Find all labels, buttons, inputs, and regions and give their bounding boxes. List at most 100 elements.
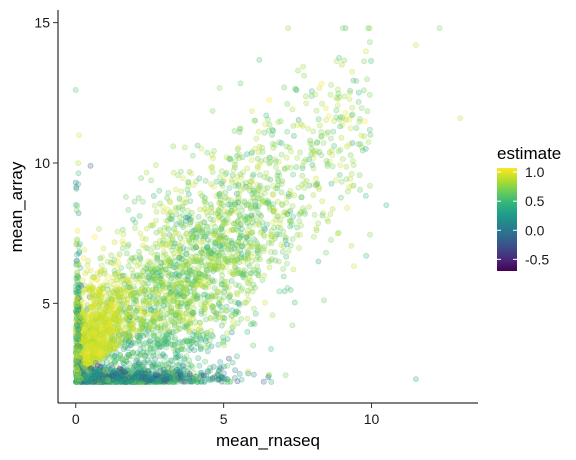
data-point	[136, 275, 143, 282]
data-point	[338, 134, 345, 141]
data-point	[316, 85, 323, 91]
data-point	[176, 272, 183, 279]
data-point	[160, 253, 167, 259]
data-point	[219, 178, 226, 185]
data-point	[197, 229, 204, 236]
data-point	[152, 276, 158, 283]
data-point	[76, 378, 83, 385]
data-point	[113, 356, 120, 363]
data-point	[136, 328, 143, 335]
data-point	[238, 376, 245, 383]
data-point	[84, 354, 91, 361]
data-point	[74, 269, 80, 276]
data-point	[161, 224, 168, 231]
data-point	[204, 252, 211, 258]
data-point	[242, 213, 249, 220]
data-point	[133, 276, 140, 283]
data-point	[187, 341, 193, 348]
data-point	[172, 350, 179, 357]
data-point	[200, 235, 207, 242]
data-point	[357, 116, 363, 122]
data-point	[190, 230, 197, 237]
data-point	[102, 367, 109, 374]
data-point	[163, 270, 170, 277]
data-point	[155, 336, 161, 343]
data-point	[245, 232, 252, 239]
data-point	[336, 55, 342, 61]
data-point	[176, 253, 183, 260]
data-point	[339, 156, 346, 162]
data-point	[154, 256, 160, 263]
data-point	[119, 356, 126, 362]
data-point	[124, 296, 131, 303]
data-point	[355, 99, 362, 105]
data-point	[195, 355, 202, 361]
data-point	[87, 162, 94, 169]
data-point	[263, 200, 270, 207]
data-point	[266, 160, 273, 167]
data-point	[100, 330, 107, 337]
data-point	[277, 216, 284, 223]
data-point	[272, 216, 279, 223]
data-point	[203, 282, 210, 288]
data-point	[310, 165, 317, 172]
data-point	[185, 270, 192, 277]
data-point	[229, 179, 235, 186]
data-point	[196, 332, 203, 339]
data-point	[184, 370, 191, 377]
data-point	[238, 254, 245, 260]
data-point	[168, 260, 175, 267]
data-point	[170, 282, 177, 289]
data-point	[106, 327, 112, 334]
data-point	[296, 245, 302, 251]
data-point	[159, 378, 166, 385]
data-point	[95, 293, 102, 300]
data-point	[254, 205, 260, 212]
data-point	[83, 286, 89, 293]
data-point	[290, 132, 297, 139]
data-point	[236, 125, 243, 132]
data-point	[232, 299, 238, 306]
data-point	[204, 149, 211, 156]
data-point	[291, 299, 298, 306]
data-point	[152, 369, 159, 376]
data-point	[94, 378, 101, 385]
data-point	[192, 294, 199, 301]
data-point	[247, 253, 254, 260]
data-point	[184, 303, 191, 310]
data-point	[222, 189, 229, 196]
data-point	[289, 203, 296, 209]
data-point	[162, 251, 169, 257]
data-point	[193, 276, 200, 282]
data-point	[224, 238, 231, 245]
data-point	[115, 313, 122, 320]
data-point	[158, 287, 165, 294]
data-point	[310, 155, 316, 162]
data-point	[216, 376, 222, 383]
data-point	[224, 246, 231, 253]
data-point	[124, 243, 131, 250]
data-point	[152, 267, 158, 274]
data-point	[114, 228, 121, 235]
data-point	[256, 210, 263, 217]
data-point	[95, 290, 102, 297]
data-point	[216, 242, 223, 249]
data-point	[77, 358, 84, 365]
data-point	[181, 292, 188, 299]
data-point	[210, 256, 217, 262]
data-point	[75, 346, 82, 353]
data-point	[207, 367, 214, 374]
data-point	[162, 321, 169, 328]
data-point	[89, 338, 95, 345]
data-point	[301, 179, 308, 186]
data-point	[180, 317, 187, 323]
data-point	[356, 172, 363, 178]
data-point	[208, 249, 215, 256]
data-point	[143, 378, 150, 385]
data-point	[143, 310, 150, 317]
data-point	[218, 268, 225, 274]
x-tick-label: 10	[364, 411, 380, 427]
data-point	[128, 312, 134, 318]
data-point	[261, 226, 268, 233]
